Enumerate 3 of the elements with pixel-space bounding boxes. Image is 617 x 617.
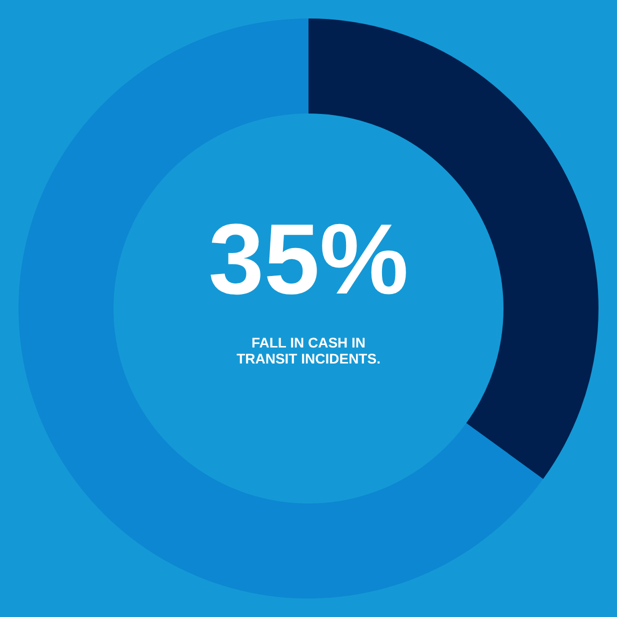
text: FALL IN CASH IN TRANSIT INCIDENTS.: [236, 334, 380, 366]
data-label: 35%: [208, 204, 409, 316]
donut-slice: [18, 18, 544, 598]
